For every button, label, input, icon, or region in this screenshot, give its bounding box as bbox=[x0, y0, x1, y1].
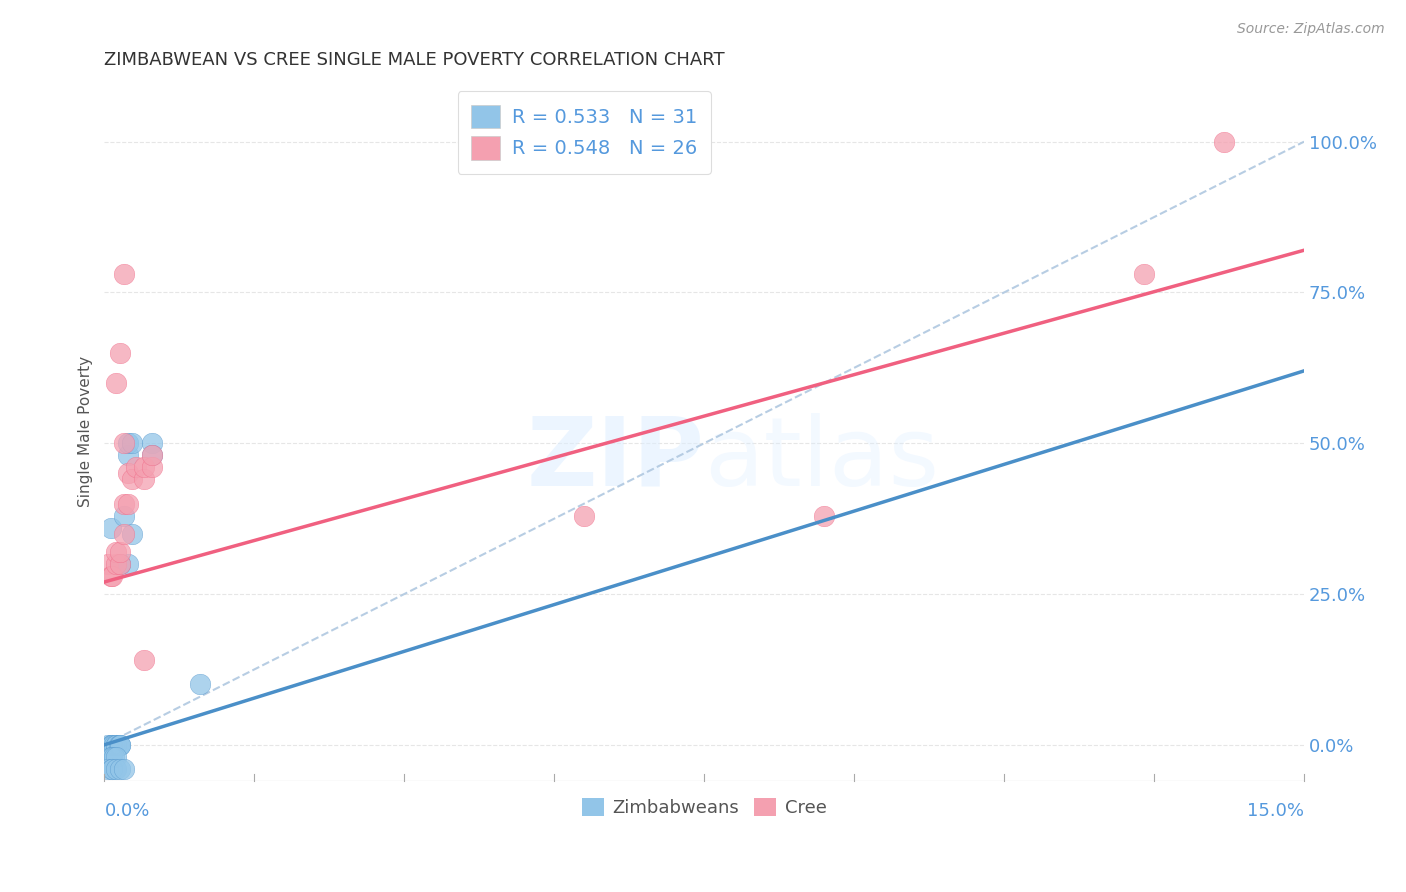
Point bbox=[105, 738, 128, 752]
Point bbox=[105, 738, 128, 752]
Point bbox=[110, 738, 132, 752]
Text: 15.0%: 15.0% bbox=[1247, 802, 1305, 820]
Point bbox=[574, 508, 596, 523]
Point bbox=[100, 738, 122, 752]
Point bbox=[121, 472, 143, 486]
Point bbox=[110, 345, 132, 359]
Point bbox=[134, 653, 156, 667]
Point bbox=[121, 526, 143, 541]
Point bbox=[110, 557, 132, 571]
Point bbox=[117, 448, 139, 462]
Point bbox=[1213, 135, 1236, 149]
Point bbox=[141, 448, 163, 462]
Point bbox=[110, 557, 132, 571]
Point bbox=[112, 497, 135, 511]
Point bbox=[105, 762, 128, 776]
Point bbox=[97, 762, 120, 776]
Point bbox=[117, 557, 139, 571]
Point bbox=[100, 750, 122, 764]
Point bbox=[112, 268, 135, 282]
Point bbox=[125, 460, 148, 475]
Point bbox=[117, 497, 139, 511]
Legend: Zimbabweans, Cree: Zimbabweans, Cree bbox=[575, 790, 834, 824]
Text: atlas: atlas bbox=[704, 413, 939, 506]
Point bbox=[110, 545, 132, 559]
Point bbox=[103, 738, 125, 752]
Point bbox=[105, 545, 128, 559]
Point bbox=[112, 526, 135, 541]
Text: 0.0%: 0.0% bbox=[104, 802, 150, 820]
Text: Source: ZipAtlas.com: Source: ZipAtlas.com bbox=[1237, 22, 1385, 37]
Point bbox=[134, 460, 156, 475]
Point bbox=[100, 569, 122, 583]
Point bbox=[103, 750, 125, 764]
Point bbox=[97, 557, 120, 571]
Point bbox=[107, 738, 129, 752]
Point bbox=[101, 750, 124, 764]
Point bbox=[112, 508, 135, 523]
Point bbox=[100, 521, 122, 535]
Point bbox=[97, 738, 120, 752]
Point bbox=[141, 460, 163, 475]
Text: ZIMBABWEAN VS CREE SINGLE MALE POVERTY CORRELATION CHART: ZIMBABWEAN VS CREE SINGLE MALE POVERTY C… bbox=[104, 51, 725, 69]
Point bbox=[141, 448, 163, 462]
Point bbox=[813, 508, 835, 523]
Y-axis label: Single Male Poverty: Single Male Poverty bbox=[79, 356, 93, 507]
Point bbox=[117, 467, 139, 481]
Point bbox=[121, 436, 143, 450]
Point bbox=[134, 472, 156, 486]
Point bbox=[101, 762, 124, 776]
Point bbox=[101, 569, 124, 583]
Point bbox=[105, 376, 128, 390]
Point bbox=[110, 738, 132, 752]
Point bbox=[112, 762, 135, 776]
Point bbox=[190, 677, 212, 691]
Point bbox=[105, 557, 128, 571]
Point bbox=[1133, 268, 1156, 282]
Point bbox=[101, 738, 124, 752]
Point bbox=[117, 436, 139, 450]
Point bbox=[112, 436, 135, 450]
Point bbox=[110, 762, 132, 776]
Point bbox=[101, 738, 124, 752]
Text: ZIP: ZIP bbox=[526, 413, 704, 506]
Point bbox=[105, 750, 128, 764]
Point bbox=[101, 762, 124, 776]
Point bbox=[141, 436, 163, 450]
